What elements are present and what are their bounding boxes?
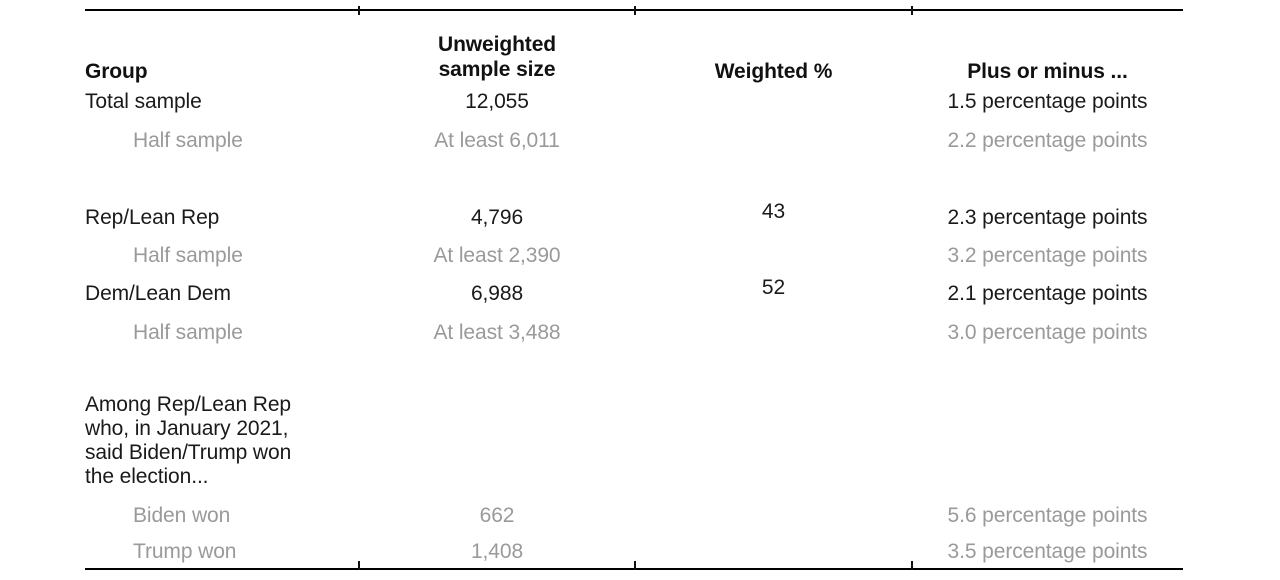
table-row: Trump won 1,408 3.5 percentage points <box>85 534 1183 568</box>
moe-cell: 3.0 percentage points <box>947 321 1148 344</box>
group-cell: Biden won <box>133 503 231 527</box>
moe-cell: 3.5 percentage points <box>947 539 1148 563</box>
moe-cell: 5.6 percentage points <box>947 503 1148 527</box>
table-header-row: Group Unweighted sample size Weighted % … <box>85 11 1183 82</box>
header-weighted-percent: Weighted % <box>714 60 833 83</box>
group-cell: Half sample <box>133 243 243 267</box>
section-note-slot: Among Rep/Lean Rep who, in January 2021,… <box>85 390 1183 496</box>
moe-cell: 3.2 percentage points <box>947 243 1148 267</box>
sample-size-cell: 662 <box>479 503 515 527</box>
column-tick <box>911 6 913 15</box>
sample-size-cell: 4,796 <box>470 205 524 229</box>
group-cell: Total sample <box>85 90 202 113</box>
group-cell: Half sample <box>133 321 243 344</box>
section-note: Among Rep/Lean Rep who, in January 2021,… <box>85 393 292 488</box>
column-tick <box>358 6 360 15</box>
sample-size-cell: At least 6,011 <box>434 128 560 152</box>
header-plus-or-minus: Plus or minus ... <box>967 60 1128 83</box>
table-row: Half sample At least 2,390 3.2 percentag… <box>85 236 1183 274</box>
header-group: Group <box>85 60 148 83</box>
table-row: Total sample 12,055 1.5 percentage point… <box>85 82 1183 121</box>
column-tick <box>358 561 360 570</box>
group-cell: Dem/Lean Dem <box>85 282 231 305</box>
sample-size-cell: 6,988 <box>470 282 524 305</box>
weighted-cell: 52 <box>761 276 786 299</box>
moe-cell: 2.1 percentage points <box>947 282 1148 305</box>
moe-cell: 2.2 percentage points <box>947 128 1148 152</box>
group-cell: Half sample <box>133 128 243 152</box>
table-row: Half sample At least 6,011 2.2 percentag… <box>85 121 1183 159</box>
column-tick <box>634 6 636 15</box>
sample-size-cell: At least 3,488 <box>433 321 561 344</box>
sample-size-cell: At least 2,390 <box>433 243 561 267</box>
group-cell: Trump won <box>133 539 237 563</box>
column-tick <box>634 561 636 570</box>
column-tick <box>911 561 913 570</box>
weighted-cell: 43 <box>761 199 786 223</box>
table-row: Rep/Lean Rep 4,796 43 2.3 percentage poi… <box>85 198 1183 236</box>
sample-size-cell: 12,055 <box>465 90 529 113</box>
sample-size-cell: 1,408 <box>470 539 524 563</box>
table-row: Biden won 662 5.6 percentage points <box>85 496 1183 534</box>
moe-cell: 2.3 percentage points <box>947 205 1148 229</box>
group-cell: Rep/Lean Rep <box>85 205 220 229</box>
moe-cell: 1.5 percentage points <box>947 90 1148 113</box>
table-row: Half sample At least 3,488 3.0 percentag… <box>85 313 1183 352</box>
header-unweighted-sample-size: Unweighted sample size <box>438 33 556 81</box>
table-row: Dem/Lean Dem 6,988 52 2.1 percentage poi… <box>85 274 1183 313</box>
row-spacer <box>85 352 1183 390</box>
sample-size-table: Group Unweighted sample size Weighted % … <box>85 11 1183 568</box>
row-spacer <box>85 159 1183 198</box>
